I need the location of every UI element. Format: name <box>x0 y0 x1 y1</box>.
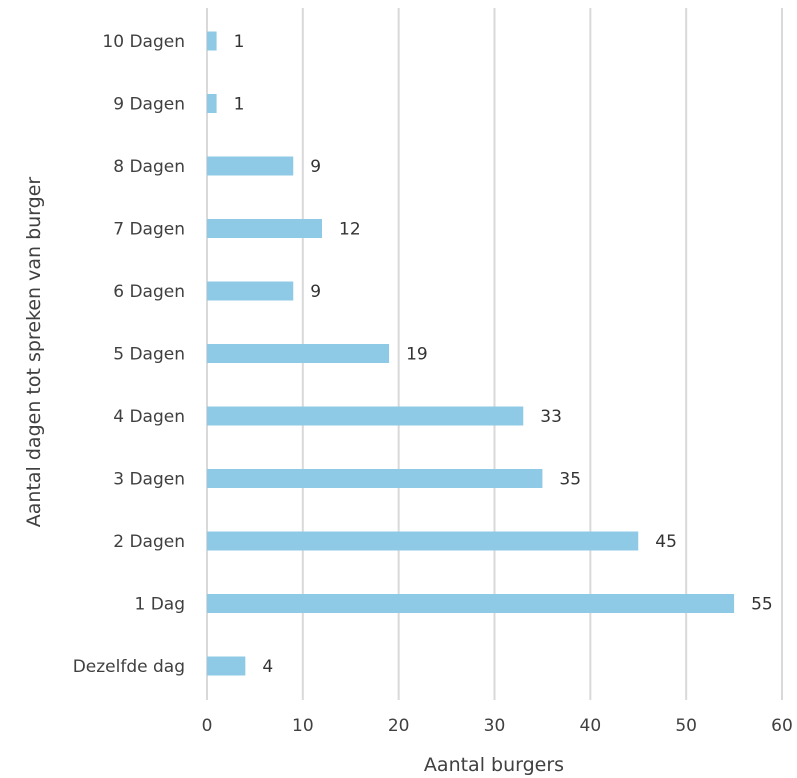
x-axis-title: Aantal burgers <box>424 754 564 776</box>
data-label: 9 <box>310 157 321 177</box>
bar <box>207 531 639 551</box>
category-label: 4 Dagen <box>113 407 185 427</box>
data-label: 9 <box>310 282 321 302</box>
bars <box>207 31 735 676</box>
gridlines <box>206 8 783 700</box>
y-axis-title: Aantal dagen tot spreken van burger <box>23 177 45 528</box>
category-label: Dezelfde dag <box>73 657 185 677</box>
data-label: 4 <box>262 657 273 677</box>
data-label: 12 <box>339 220 361 240</box>
x-tick-label: 50 <box>675 716 697 736</box>
bar <box>207 344 390 363</box>
x-tick-label: 0 <box>202 716 213 736</box>
bar <box>207 94 217 113</box>
bar <box>207 469 543 488</box>
data-label: 45 <box>655 532 677 552</box>
x-tick-label: 10 <box>292 716 314 736</box>
x-tick-label: 20 <box>388 716 410 736</box>
bar <box>207 406 524 426</box>
category-label: 5 Dagen <box>113 345 185 365</box>
data-label: 33 <box>540 407 562 427</box>
data-label: 1 <box>234 32 245 52</box>
category-label: 6 Dagen <box>113 282 185 302</box>
bar <box>207 156 294 176</box>
bar <box>207 219 322 238</box>
category-label: 3 Dagen <box>113 470 185 490</box>
category-label: 10 Dagen <box>102 32 185 52</box>
labels: 0 10 20 30 40 50 60 Dezelfde dag 4 1 Dag 55 2 Dagen… <box>73 32 793 736</box>
x-tick-label: 60 <box>771 716 793 736</box>
bar <box>207 281 294 301</box>
data-label: 55 <box>751 595 773 615</box>
data-label: 1 <box>234 95 245 115</box>
category-label: 8 Dagen <box>113 157 185 177</box>
category-label: 9 Dagen <box>113 95 185 115</box>
bar <box>207 594 735 613</box>
x-tick-label: 40 <box>580 716 602 736</box>
x-tick-label: 30 <box>484 716 506 736</box>
category-label: 2 Dagen <box>113 532 185 552</box>
category-label: 1 Dag <box>134 595 185 615</box>
bar <box>207 31 217 51</box>
category-label: 7 Dagen <box>113 220 185 240</box>
data-label: 35 <box>559 470 581 490</box>
bar <box>207 656 246 676</box>
data-label: 19 <box>406 345 428 365</box>
